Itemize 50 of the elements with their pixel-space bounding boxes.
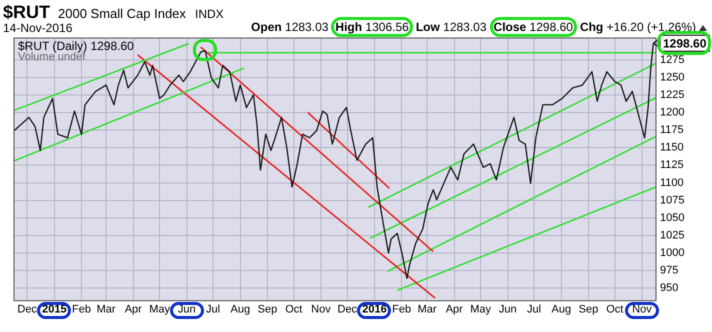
y-tick-label: 1150 xyxy=(660,142,684,154)
x-tick-label: Aug xyxy=(230,303,250,316)
y-tick-label: 975 xyxy=(660,264,678,277)
x-tick-label: Aug xyxy=(551,303,572,316)
text: 14-Nov-2016 xyxy=(3,21,72,35)
y-tick-label: 1175 xyxy=(660,124,684,136)
y-tick-label: 1200 xyxy=(660,106,684,119)
x-tick-label: Oct xyxy=(285,303,302,316)
x-tick-label: Sep xyxy=(578,303,598,316)
chart-title: $RUT xyxy=(3,2,50,23)
y-tick-label: 1275 xyxy=(660,54,684,66)
chart-subtitle: 2000 Small Cap Index xyxy=(58,6,186,21)
x-tick-label: 2015 xyxy=(42,303,67,316)
x-tick-label: Jun xyxy=(498,303,517,316)
x-tick-label: May xyxy=(149,303,170,316)
x-tick-label: Feb xyxy=(72,303,92,316)
y-tick-label: 1000 xyxy=(660,247,684,260)
annotation: 1298.60 xyxy=(663,36,707,51)
x-tick-label: 2016 xyxy=(362,303,387,316)
x-tick-label: Sep xyxy=(258,303,278,316)
y-tick-label: 950 xyxy=(660,282,678,294)
y-tick-label: 1225 xyxy=(660,88,684,101)
text: Open 1283.03 xyxy=(251,20,328,34)
x-tick-label: Apr xyxy=(124,303,142,316)
x-tick-label: Nov xyxy=(311,303,332,316)
annotation: $RUT (Daily) 1298.60 xyxy=(18,39,134,53)
y-tick-label: 1250 xyxy=(660,71,684,84)
x-tick-label: Nov xyxy=(632,303,652,316)
x-tick-label: Jun xyxy=(178,303,196,316)
x-tick-label: Jul xyxy=(206,303,220,316)
x-tick-label: Dec xyxy=(337,303,358,316)
annotation: Volume undef xyxy=(18,51,86,63)
x-tick-label: Oct xyxy=(606,303,624,316)
text: Chg +16.20 (+1.26%) xyxy=(580,20,696,34)
x-tick-label: May xyxy=(470,303,492,316)
x-tick-label: Dec xyxy=(17,303,38,316)
y-tick-label: 1100 xyxy=(660,176,684,189)
y-tick-label: 1050 xyxy=(660,212,684,224)
text: INDX xyxy=(195,7,224,21)
x-tick-label: Mar xyxy=(418,303,437,316)
text: Close 1298.60 xyxy=(494,20,573,34)
text: Low 1283.03 xyxy=(416,20,487,34)
y-tick-label: 1025 xyxy=(660,229,684,242)
x-tick-label: Jul xyxy=(527,303,542,316)
y-tick-label: 1075 xyxy=(660,194,684,206)
x-tick-label: Feb xyxy=(392,303,412,316)
text: High 1306.56 xyxy=(335,20,409,34)
x-tick-label: Apr xyxy=(446,303,464,316)
x-tick-label: Mar xyxy=(96,303,116,316)
y-tick-label: 1125 xyxy=(660,159,684,172)
